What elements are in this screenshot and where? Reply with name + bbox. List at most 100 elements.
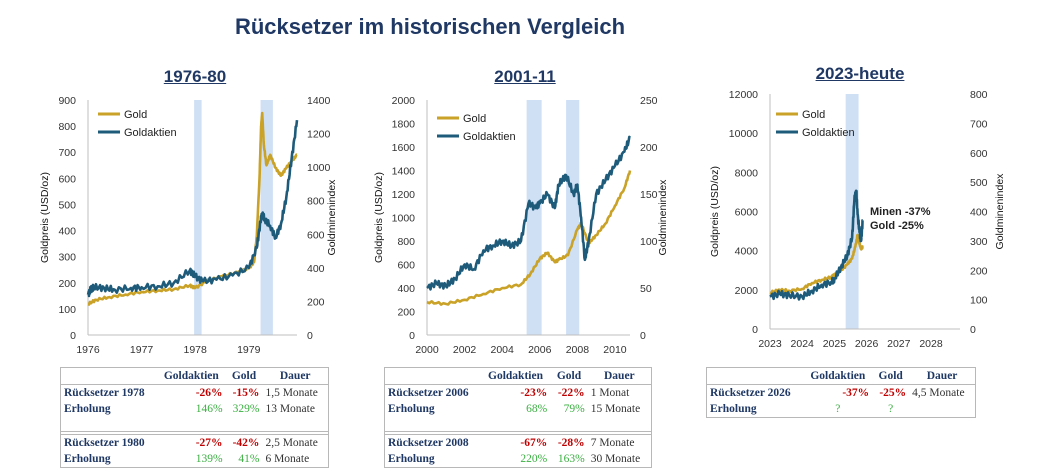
series-line-goldaktien (769, 189, 864, 301)
table-cell: -22% (557, 387, 585, 399)
table-cell: 79% (563, 403, 585, 415)
table-cell (909, 401, 975, 417)
table-cell: 220% (520, 453, 548, 465)
y2-tick-label: 800 (970, 89, 988, 101)
table-header: Goldaktien (488, 370, 543, 382)
stats-table-1976-80: Goldaktien Gold Dauer Rücksetzer 1978 -26% -1… (60, 367, 329, 468)
table-row: Rücksetzer 1980 -27% -42% 2,5 Monate (61, 434, 328, 452)
table-cell: -23% (520, 387, 548, 399)
table-cell: -42% (232, 437, 260, 449)
series-line-goldaktien (426, 135, 631, 291)
table-cell: ? (888, 403, 894, 415)
shaded-period-0 (845, 94, 859, 329)
y2-tick-label: 300 (970, 236, 988, 248)
table-cell: Erholung (388, 403, 435, 415)
table-cell: 139% (195, 453, 223, 465)
y-tick-label: 0 (70, 330, 76, 342)
y2-tick-label: 200 (307, 296, 325, 308)
table-cell: 146% (195, 403, 223, 415)
y-tick-label: 700 (58, 147, 76, 159)
y2-tick-label: 150 (640, 189, 658, 201)
x-tick-label: 2008 (566, 344, 590, 356)
legend-label: Gold (802, 109, 825, 121)
x-tick-label: 1978 (183, 344, 207, 356)
table-cell: Erholung (64, 453, 111, 465)
table-cell: 329% (232, 403, 260, 415)
table-cell: 68% (526, 403, 548, 415)
y-tick-label: 600 (397, 260, 415, 272)
table-row: Erholung 146% 329% 13 Monate (61, 401, 328, 417)
y2-tick-label: 1000 (307, 162, 331, 174)
y2-tick-label: 500 (970, 177, 988, 189)
table-cell: 41% (238, 453, 260, 465)
y-tick-label: 6000 (735, 207, 759, 219)
y-tick-label: 400 (397, 283, 415, 295)
y-tick-label: 900 (58, 95, 76, 107)
shaded-period-0 (194, 100, 202, 335)
y2-tick-label: 1200 (307, 129, 331, 141)
page-title: Rücksetzer im historischen Vergleich (234, 14, 626, 39)
x-tick-label: 2028 (919, 338, 943, 350)
x-tick-label: 2004 (491, 344, 515, 356)
stats-table: Goldaktien Gold Dauer Rücksetzer 2026 -37% -2… (707, 368, 975, 417)
y2-axis-label: Goldminenindex (326, 179, 338, 256)
y-tick-label: 0 (752, 324, 758, 336)
y-tick-label: 600 (58, 173, 76, 185)
table-cell: Rücksetzer 2006 (388, 387, 469, 399)
y-axis-label: Goldpreis (USD/oz) (373, 172, 385, 263)
table-row: Rücksetzer 2026 -37% -25% 4,5 Monate (707, 384, 975, 402)
table-header: Gold (231, 370, 257, 382)
table-cell: -15% (232, 387, 260, 399)
y2-tick-label: 0 (970, 324, 976, 336)
y-tick-label: 100 (58, 304, 76, 316)
table-row: Erholung 220% 163% 30 Monate (385, 451, 651, 467)
series-line-gold (426, 170, 632, 306)
legend-label: Goldaktien (463, 131, 516, 143)
table-cell: 4,5 Monate (912, 387, 965, 399)
table-cell: 15 Monate (590, 403, 641, 415)
x-tick-label: 1979 (237, 344, 261, 356)
x-tick-label: 1976 (76, 344, 100, 356)
y2-tick-label: 250 (640, 95, 658, 107)
y-axis-label: Goldpreis (USD/oz) (39, 172, 51, 263)
x-tick-label: 2006 (528, 344, 552, 356)
table-cell: 7 Monate (590, 437, 635, 449)
table-row: Rücksetzer 1978 -26% -15% 1,5 Monate (61, 384, 328, 402)
y-tick-label: 2000 (735, 285, 759, 297)
table-cell: Rücksetzer 2008 (388, 437, 469, 449)
table-header (707, 368, 803, 385)
y-tick-label: 1400 (392, 166, 416, 178)
x-tick-label: 2010 (603, 344, 627, 356)
y2-tick-label: 1400 (307, 95, 331, 107)
y2-tick-label: 200 (970, 265, 988, 277)
table-row: Erholung 68% 79% 15 Monate (385, 401, 651, 417)
y-tick-label: 500 (58, 199, 76, 211)
table-cell: 2,5 Monate (265, 437, 318, 449)
y-tick-label: 1800 (392, 119, 416, 131)
y2-tick-label: 50 (640, 283, 652, 295)
y-tick-label: 0 (409, 330, 415, 342)
y-tick-label: 300 (58, 252, 76, 264)
y2-tick-label: 0 (640, 330, 646, 342)
y-tick-label: 800 (58, 121, 76, 133)
x-tick-label: 1977 (130, 344, 154, 356)
table-cell: -67% (520, 437, 548, 449)
shaded-period-1 (566, 100, 580, 335)
table-row: Rücksetzer 2008 -67% -28% 7 Monate (385, 434, 651, 452)
stats-table-2023-heute: Goldaktien Gold Dauer Rücksetzer 2026 -37% -2… (706, 367, 976, 418)
legend-label: Gold (124, 109, 147, 121)
stats-table: Goldaktien Gold Dauer Rücksetzer 1978 -26% -1… (61, 368, 328, 467)
table-cell: -26% (195, 387, 223, 399)
legend-label: Goldaktien (124, 127, 177, 139)
table-row: Erholung?? (707, 401, 975, 417)
table-cell: 1 Monat (590, 387, 630, 399)
table-header: Dauer (279, 370, 311, 382)
y2-tick-label: 100 (970, 295, 988, 307)
y2-tick-label: 800 (307, 196, 325, 208)
x-tick-label: 2000 (415, 344, 439, 356)
y2-tick-label: 400 (307, 263, 325, 275)
series-line-goldaktien (86, 119, 299, 298)
panel-title-2001-11: 2001-11 (494, 67, 556, 86)
